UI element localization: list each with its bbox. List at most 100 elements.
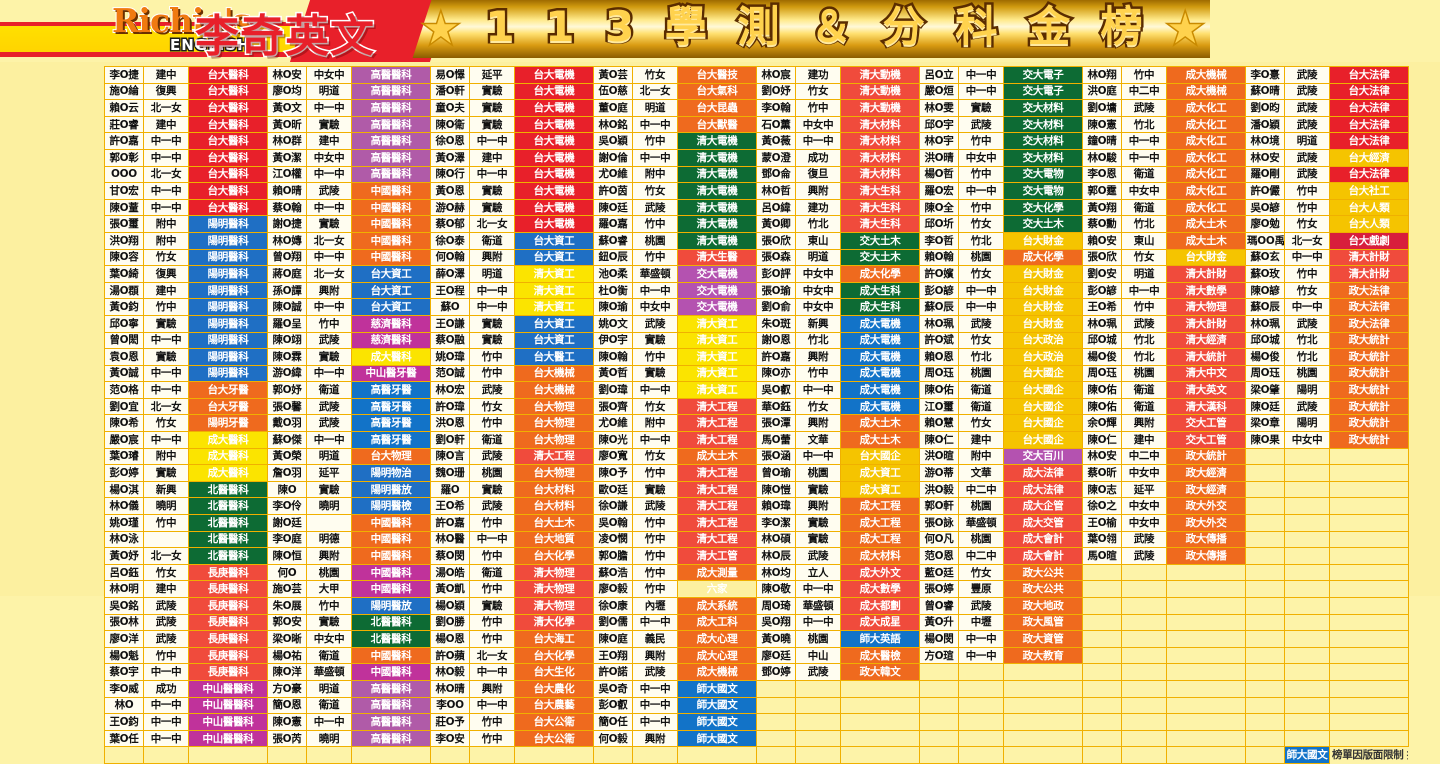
student-name-cell: 王O榆	[1082, 514, 1122, 532]
student-name-cell: 王O翔	[593, 646, 633, 665]
admitted-program-cell: 成大生科	[840, 281, 920, 300]
student-name-cell: 楊O哲	[919, 165, 959, 184]
empty-cell	[756, 713, 796, 731]
student-name-cell: 林O宇	[919, 132, 959, 150]
admitted-program-cell: 清大工程	[677, 480, 757, 499]
empty-cell	[1121, 613, 1167, 632]
admitted-program-cell: 陽明醫科	[188, 265, 268, 283]
student-name-cell: 張O潭	[756, 414, 796, 433]
student-school-cell: 中女中	[632, 298, 678, 316]
student-name-cell: 許O蘋	[430, 646, 470, 665]
student-name-cell: 莊O予	[430, 713, 470, 731]
student-name-cell: 鄧O侖	[756, 165, 796, 184]
student-name-cell: 李OO	[430, 696, 470, 715]
student-name-cell: 黃O升	[919, 613, 959, 632]
student-school-cell: 桃園	[469, 464, 515, 482]
student-name-cell: 張O涵	[756, 447, 796, 466]
student-school-cell: 新興	[795, 314, 841, 333]
student-name-cell: 林O宸	[756, 66, 796, 84]
student-school-cell: 衛道	[469, 563, 515, 582]
admitted-program-cell: 清大生醫	[677, 248, 757, 267]
student-school-cell: 復興	[143, 265, 189, 283]
student-name-cell: 羅O	[430, 480, 470, 499]
empty-cell	[756, 679, 796, 698]
student-school-cell: 北一女	[306, 231, 352, 250]
admitted-program-cell: 清大電機	[677, 215, 757, 233]
admitted-program-cell: 清大物理	[514, 563, 594, 582]
empty-cell	[795, 746, 841, 764]
student-school-cell: 實驗	[143, 464, 189, 482]
admitted-program-cell: 政大外交	[1166, 497, 1246, 516]
student-school-cell: 中一中	[1284, 248, 1330, 267]
empty-cell	[756, 696, 796, 715]
admitted-program-cell: 高醫醫科	[351, 132, 431, 150]
student-school-cell: 中一中	[632, 281, 678, 300]
admitted-program-cell: 高醫牙醫	[351, 414, 431, 433]
admitted-program-cell: 中國醫科	[351, 198, 431, 217]
admitted-program-cell: 中山醫醫科	[188, 729, 268, 748]
student-name-cell: 王O謙	[430, 314, 470, 333]
student-school-cell: 竹中	[632, 464, 678, 482]
admitted-program-cell: 中山醫醫科	[188, 696, 268, 715]
student-name-cell: 黃O恩	[430, 182, 470, 200]
admitted-program-cell: 政大韓文	[840, 663, 920, 681]
student-school-cell: 中女中	[306, 630, 352, 648]
student-name-cell: OOO	[104, 165, 144, 184]
empty-cell	[1166, 563, 1246, 582]
empty-cell	[958, 696, 1004, 715]
student-name-cell: 李O伶	[267, 497, 307, 516]
admitted-program-cell: 成大化工	[1166, 148, 1246, 167]
student-school-cell: 竹女	[143, 248, 189, 267]
empty-cell	[1003, 696, 1083, 715]
admitted-program-cell: 清大材料	[840, 115, 920, 134]
student-name-cell: 黃O芸	[593, 66, 633, 84]
student-school-cell: 實驗	[469, 314, 515, 333]
student-name-cell: 邱O圻	[919, 215, 959, 233]
empty-cell	[1245, 646, 1285, 665]
admitted-program-cell: 政大法律	[1329, 298, 1409, 316]
empty-cell	[756, 746, 796, 764]
student-school-cell: 中一中	[143, 331, 189, 350]
empty-cell	[1166, 679, 1246, 698]
empty-cell	[840, 746, 920, 764]
admitted-program-cell: 高醫醫科	[351, 679, 431, 698]
empty-cell	[1003, 679, 1083, 698]
admitted-program-cell: 陽明醫科	[188, 348, 268, 366]
student-name-cell: 劉O妤	[756, 82, 796, 101]
table-row: 陳O蕫 中一中 台大醫科 蔡O翰 中一中 中國醫科 游O赫 實驗 台大電機 陳O廷 武陵 清大電機 呂O…	[104, 198, 1409, 217]
admitted-program-cell: 成大工程	[840, 497, 920, 516]
empty-cell	[104, 746, 144, 764]
student-name-cell: 蘇O玫	[1245, 265, 1285, 283]
student-name-cell: 梁O晰	[267, 630, 307, 648]
student-name-cell: 郭O霆	[1082, 182, 1122, 200]
student-name-cell: 張O齊	[593, 397, 633, 416]
student-school-cell: 中女中	[1121, 514, 1167, 532]
student-school-cell: 中一中	[143, 696, 189, 715]
empty-cell	[306, 746, 352, 764]
student-school-cell: 中女中	[1284, 431, 1330, 449]
empty-cell	[143, 746, 189, 764]
admitted-program-cell: 交大土木	[1003, 215, 1083, 233]
student-school-cell: 衛道	[958, 397, 1004, 416]
admitted-program-cell: 台大化學	[514, 646, 594, 665]
student-school-cell: 竹北	[1121, 348, 1167, 366]
student-school-cell: 竹女	[1284, 281, 1330, 300]
table-row: 陳O希 竹女 陽明牙醫 戴O羽 武陵 高醫牙醫 洪O恩 竹中 台大物理 尤O維 附中 清大工程 張O潭興…	[104, 414, 1409, 433]
empty-cell	[1329, 630, 1409, 648]
admitted-program-cell: 台大法律	[1329, 82, 1409, 101]
student-school-cell: 實驗	[795, 514, 841, 532]
student-name-cell: 楊O穎	[430, 597, 470, 615]
admitted-program-cell: 師大國文	[677, 729, 757, 748]
student-school-cell: 明道	[469, 265, 515, 283]
student-name-cell: 劉O儒	[593, 613, 633, 632]
admitted-program-cell: 北醫醫科	[188, 547, 268, 565]
student-name-cell: 楊O淇	[104, 480, 144, 499]
student-school-cell: 竹中	[958, 165, 1004, 184]
empty-cell	[1329, 547, 1409, 565]
table-row: 李O威 成功 中山醫醫科 方O豪 明道 高醫醫科 林O晴 興附 台大農化 吳O奇 中一中 師大國文	[104, 679, 1409, 698]
student-school-cell: 文華	[795, 431, 841, 449]
student-name-cell: 羅O剛	[1245, 165, 1285, 184]
student-school-cell: 中一中	[795, 613, 841, 632]
student-name-cell: 江O璽	[919, 397, 959, 416]
admitted-program-cell: 長庚醫科	[188, 646, 268, 665]
